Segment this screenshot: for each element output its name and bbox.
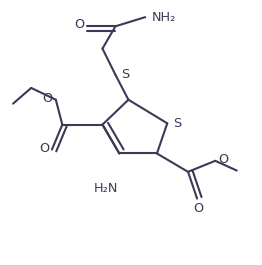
Text: S: S — [173, 117, 181, 130]
Text: O: O — [39, 142, 49, 155]
Text: H₂N: H₂N — [94, 182, 119, 195]
Text: O: O — [43, 92, 53, 105]
Text: O: O — [193, 202, 204, 215]
Text: O: O — [218, 153, 228, 166]
Text: O: O — [75, 19, 85, 32]
Text: NH₂: NH₂ — [152, 11, 176, 24]
Text: S: S — [121, 68, 129, 81]
